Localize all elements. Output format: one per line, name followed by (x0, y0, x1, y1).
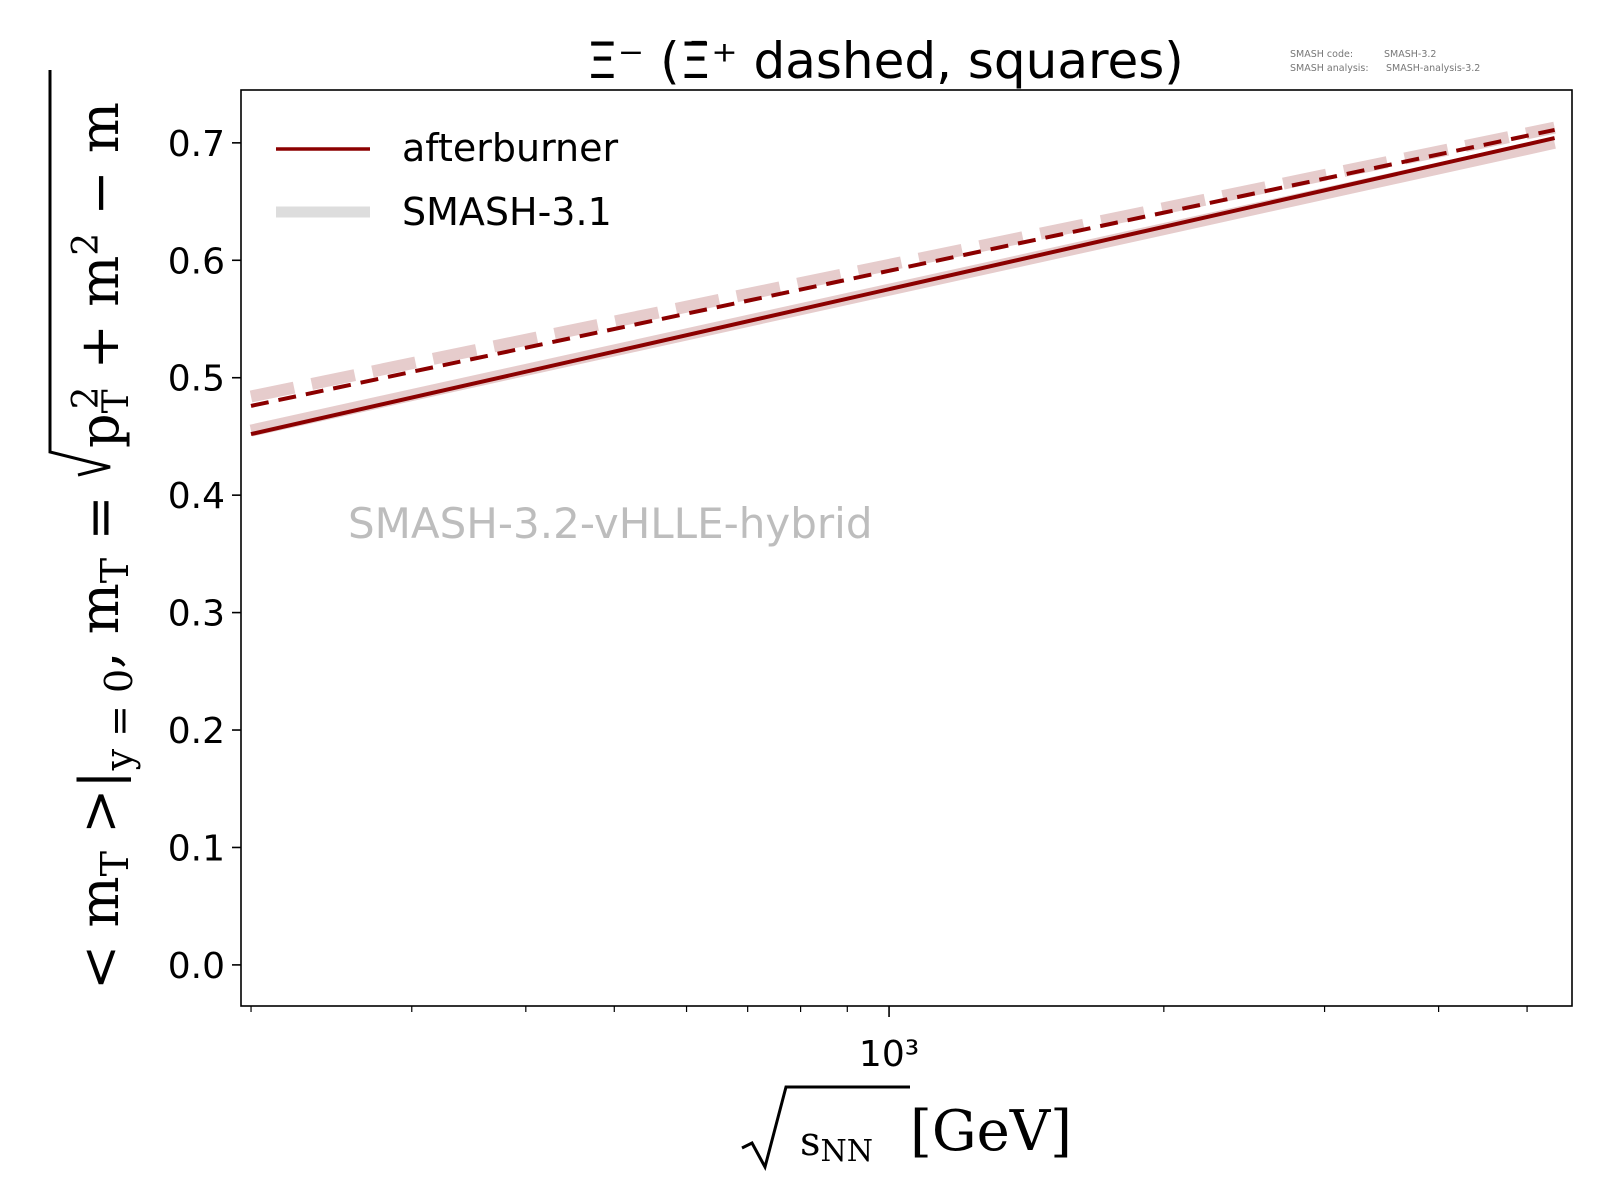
y-tick-label: 0.7 (168, 124, 225, 165)
y-axis-label-sqrt-sign (48, 70, 111, 477)
watermark: SMASH-3.2-vHLLE-hybrid (348, 499, 873, 548)
y-tick-label: 0.0 (168, 946, 225, 987)
series-smash-3-1-antixi-dashed (249, 121, 1556, 403)
x-tick-label: 10³ (859, 1034, 919, 1075)
analysis-value: SMASH-analysis-3.2 (1386, 63, 1480, 74)
y-axis-label: < mT >|y = 0, mT = pT2 + m2 − m (48, 70, 141, 990)
y-tick-label: 0.2 (168, 711, 225, 752)
y-tick-label: 0.1 (168, 828, 225, 869)
y-tick-label: 0.5 (168, 359, 225, 400)
legend-label-afterburner: afterburner (402, 126, 619, 170)
code-label: SMASH code: (1290, 49, 1353, 60)
y-tick-label: 0.3 (168, 594, 225, 635)
y-axis: 0.0 0.1 0.2 0.3 0.4 0.5 0.6 0.7 (168, 124, 241, 987)
analysis-metadata: SMASH code: SMASH-3.2 SMASH analysis: SM… (1290, 49, 1480, 74)
y-tick-label: 0.6 (168, 241, 225, 282)
x-axis: 10³ (250, 1006, 1528, 1075)
series-afterburner-xi-solid (250, 136, 1556, 437)
y-axis-label-text: < mT >|y = 0, mT = (68, 495, 141, 990)
series-afterburner-antixi-dashed (250, 127, 1556, 408)
series-layer (249, 121, 1556, 437)
legend: afterburner SMASH-3.1 (276, 126, 619, 234)
analysis-label: SMASH analysis: (1290, 63, 1369, 74)
y-axis-label-root-content: pT2 + m2 − m (66, 102, 137, 448)
x-axis-label: sNN [GeV] (741, 1085, 1072, 1172)
y-tick-label: 0.4 (168, 476, 225, 517)
chart-title: Ξ⁻ (Ξ̄⁺ dashed, squares) (586, 32, 1184, 90)
x-axis-label-variable: sNN (800, 1119, 873, 1169)
code-value: SMASH-3.2 (1384, 49, 1436, 60)
x-axis-label-unit: [GeV] (910, 1099, 1072, 1164)
x-axis-label-sqrt-sign (741, 1085, 910, 1172)
legend-label-smash-3-1: SMASH-3.1 (402, 190, 612, 234)
plot-frame (240, 89, 1573, 1007)
